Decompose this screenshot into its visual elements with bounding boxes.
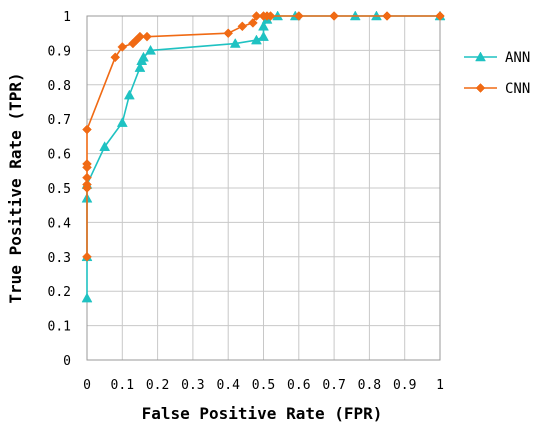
data-point-cnn bbox=[82, 179, 92, 190]
legend: ANN CNN bbox=[464, 50, 530, 97]
x-tick-label: 0.3 bbox=[181, 378, 204, 393]
data-point-cnn bbox=[382, 11, 392, 21]
data-point-ann bbox=[258, 20, 269, 31]
x-tick-label: 1 bbox=[436, 378, 444, 393]
y-tick-label: 0.2 bbox=[48, 285, 71, 300]
x-tick-label: 0.6 bbox=[287, 378, 310, 393]
axes: 0 0.1 0.2 0.3 0.4 0.5 0.6 0.7 0.8 0.9 1 0 0.1 0.2 0.3 0… bbox=[48, 10, 444, 393]
data-point-cnn bbox=[142, 31, 152, 42]
x-tick-label: 0.8 bbox=[358, 378, 381, 393]
y-tick-label: 0.3 bbox=[48, 251, 71, 266]
data-point-cnn bbox=[82, 124, 92, 135]
data-point-cnn bbox=[82, 159, 92, 169]
data-point-ann bbox=[123, 89, 135, 100]
data-point-ann bbox=[99, 141, 111, 151]
y-tick-label: 0.9 bbox=[48, 44, 71, 59]
data-point-cnn bbox=[435, 11, 445, 21]
data-point-cnn bbox=[223, 28, 234, 39]
data-point-cnn bbox=[82, 251, 92, 262]
y-tick-label: 0 bbox=[63, 354, 71, 369]
data-point-ann bbox=[116, 117, 128, 127]
data-point-cnn bbox=[293, 11, 304, 21]
y-axis-title: True Positive Rate (TPR) bbox=[6, 72, 25, 303]
y-tick-label: 1 bbox=[63, 10, 71, 25]
y-tick-label: 0.8 bbox=[48, 79, 71, 94]
data-point-cnn bbox=[265, 11, 276, 21]
data-point-ann bbox=[229, 38, 241, 48]
data-point-ann bbox=[258, 31, 269, 41]
legend-item-cnn: CNN bbox=[464, 81, 530, 97]
x-tick-label: 0 bbox=[83, 378, 91, 393]
x-tick-label: 0.2 bbox=[146, 378, 169, 393]
data-point-ann bbox=[145, 44, 156, 55]
data-point-ann bbox=[81, 292, 93, 303]
data-point-cnn bbox=[248, 18, 258, 28]
data-point-cnn bbox=[117, 42, 128, 52]
data-point-cnn bbox=[82, 172, 92, 183]
legend-label-ann: ANN bbox=[505, 50, 530, 66]
y-tick-label: 0.5 bbox=[48, 182, 71, 197]
y-tick-label: 0.7 bbox=[48, 113, 71, 128]
y-tick-label: 0.4 bbox=[48, 216, 72, 231]
data-point-cnn bbox=[329, 11, 339, 21]
data-point-cnn bbox=[237, 21, 248, 32]
x-tick-label: 0.1 bbox=[111, 378, 134, 393]
x-tick-label: 0.4 bbox=[216, 378, 240, 393]
x-tick-label: 0.5 bbox=[252, 378, 275, 393]
series-layer bbox=[81, 10, 446, 303]
data-point-cnn bbox=[135, 31, 145, 42]
y-tick-label: 0.1 bbox=[48, 320, 71, 335]
legend-marker-cnn bbox=[475, 83, 486, 93]
x-tick-label: 0.9 bbox=[393, 378, 416, 393]
legend-label-cnn: CNN bbox=[505, 81, 530, 97]
data-point-ann bbox=[138, 51, 149, 62]
data-point-cnn bbox=[110, 52, 121, 63]
data-point-cnn bbox=[251, 11, 262, 21]
y-tick-label: 0.6 bbox=[48, 148, 71, 163]
legend-marker-ann bbox=[475, 51, 486, 62]
data-point-ann bbox=[134, 62, 146, 72]
legend-item-ann: ANN bbox=[464, 50, 530, 66]
series-cnn bbox=[82, 11, 445, 262]
x-axis-title: False Positive Rate (FPR) bbox=[142, 404, 383, 423]
x-tick-label: 0.7 bbox=[322, 378, 345, 393]
